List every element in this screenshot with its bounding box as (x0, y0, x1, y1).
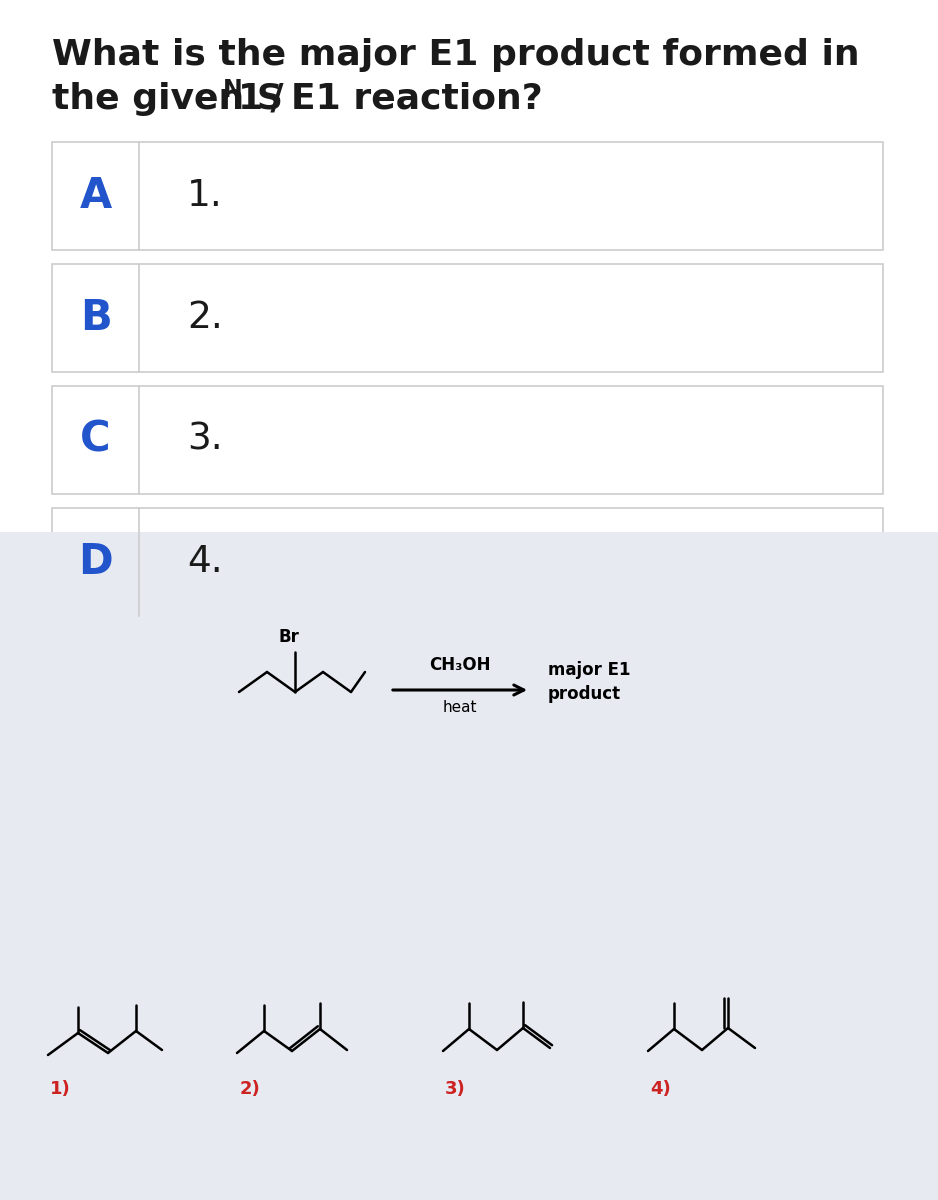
Bar (52, 142, 883, 250)
Text: major E1
product: major E1 product (548, 661, 630, 703)
Text: heat: heat (443, 700, 477, 715)
Text: 2.: 2. (187, 300, 222, 336)
Text: 3.: 3. (187, 422, 222, 458)
Text: 4.: 4. (187, 544, 222, 580)
Text: What is the major E1 product formed in: What is the major E1 product formed in (52, 38, 859, 72)
Text: the given S: the given S (52, 82, 283, 116)
Text: 1 / E1 reaction?: 1 / E1 reaction? (238, 82, 543, 116)
Text: D: D (78, 541, 113, 583)
Text: A: A (80, 175, 112, 217)
Text: C: C (80, 419, 111, 461)
Text: 4): 4) (650, 1080, 671, 1098)
Text: 1): 1) (50, 1080, 70, 1098)
Bar (52, 264, 883, 372)
Text: B: B (80, 296, 112, 338)
Text: CH₃OH: CH₃OH (430, 656, 491, 674)
Text: 3): 3) (445, 1080, 466, 1098)
Text: N: N (223, 78, 243, 102)
Bar (52, 508, 883, 616)
Bar (0, 532, 938, 1200)
Text: Br: Br (279, 628, 300, 646)
Text: 1.: 1. (187, 178, 222, 214)
Bar (52, 386, 883, 494)
Text: 2): 2) (240, 1080, 261, 1098)
